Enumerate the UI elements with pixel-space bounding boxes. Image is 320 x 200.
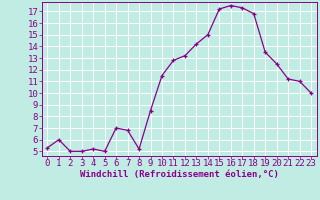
X-axis label: Windchill (Refroidissement éolien,°C): Windchill (Refroidissement éolien,°C) xyxy=(80,170,279,179)
